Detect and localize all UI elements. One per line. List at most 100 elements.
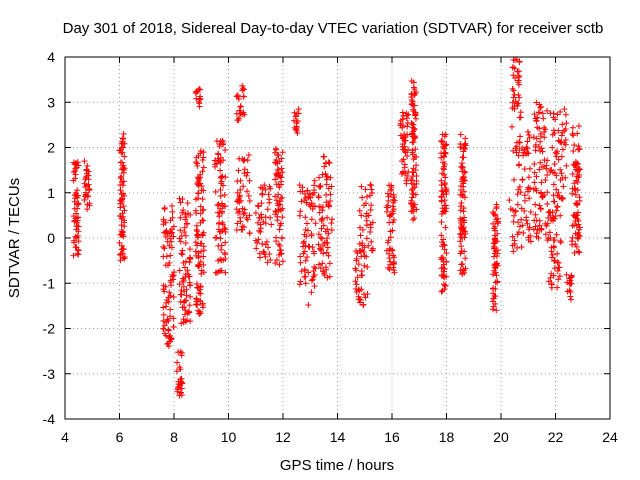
data-point xyxy=(544,220,551,227)
data-point xyxy=(518,244,525,251)
data-point xyxy=(160,304,167,311)
data-point xyxy=(359,194,366,201)
data-point xyxy=(515,100,522,107)
data-point xyxy=(319,215,326,222)
data-point xyxy=(299,184,306,191)
data-point xyxy=(160,282,167,289)
data-point xyxy=(516,223,523,230)
data-point xyxy=(83,182,90,189)
data-point xyxy=(200,253,207,260)
point-cluster xyxy=(530,99,551,241)
data-point xyxy=(534,114,541,121)
data-point xyxy=(244,216,251,223)
data-point xyxy=(119,228,126,235)
data-point xyxy=(117,187,124,194)
data-point xyxy=(234,93,241,100)
data-point xyxy=(174,388,181,395)
chart-title: Day 301 of 2018, Sidereal Day-to-day VTE… xyxy=(63,20,604,37)
y-tick-labels: -4 -3 -2 -1 0 1 2 3 4 xyxy=(43,49,56,427)
data-point xyxy=(390,258,397,265)
point-cluster xyxy=(296,177,319,308)
data-point xyxy=(235,167,242,174)
data-point xyxy=(356,207,363,214)
data-point xyxy=(304,254,311,261)
data-point xyxy=(193,222,200,229)
data-point xyxy=(117,212,124,219)
data-point xyxy=(568,274,575,281)
data-point xyxy=(70,237,77,244)
data-point xyxy=(305,194,312,201)
data-point xyxy=(161,288,168,295)
data-point xyxy=(390,196,397,203)
data-point xyxy=(235,196,242,203)
data-point xyxy=(195,98,202,105)
data-point xyxy=(297,259,304,266)
x-axis-label: GPS time / hours xyxy=(280,457,394,474)
data-point xyxy=(245,152,252,159)
data-point xyxy=(568,280,575,287)
data-point xyxy=(442,174,449,181)
data-point xyxy=(276,226,283,233)
data-point xyxy=(301,267,308,274)
data-point xyxy=(279,258,286,265)
data-point xyxy=(490,271,497,278)
data-point xyxy=(438,219,445,226)
data-point xyxy=(439,272,446,279)
data-point xyxy=(385,193,392,200)
data-point xyxy=(215,268,222,275)
data-point xyxy=(198,240,205,247)
data-point xyxy=(276,261,283,268)
data-point xyxy=(557,212,564,219)
data-point xyxy=(278,234,285,241)
data-point xyxy=(279,169,286,176)
data-point xyxy=(510,94,517,101)
data-point xyxy=(193,154,200,161)
data-point xyxy=(302,257,309,264)
data-point xyxy=(352,278,359,285)
data-point xyxy=(517,109,524,116)
data-point xyxy=(575,248,582,255)
data-point xyxy=(273,156,280,163)
data-point xyxy=(459,192,466,199)
data-point xyxy=(363,193,370,200)
data-point xyxy=(567,296,574,303)
data-point xyxy=(411,125,418,132)
data-point xyxy=(576,249,583,256)
data-point xyxy=(443,188,450,195)
data-point xyxy=(532,147,539,154)
data-point xyxy=(535,109,542,116)
data-point xyxy=(357,232,364,239)
data-point xyxy=(167,338,174,345)
data-point xyxy=(460,228,467,235)
data-point xyxy=(369,247,376,254)
data-point xyxy=(441,265,448,272)
data-point xyxy=(217,256,224,263)
data-point xyxy=(301,248,308,255)
data-point xyxy=(358,183,365,190)
data-point xyxy=(317,246,324,253)
data-point xyxy=(310,273,317,280)
data-point xyxy=(525,150,532,157)
point-cluster xyxy=(233,152,253,237)
data-point xyxy=(353,257,360,264)
data-point xyxy=(402,149,409,156)
data-point xyxy=(162,303,169,310)
data-point xyxy=(214,150,221,157)
point-cluster xyxy=(457,131,469,278)
data-point xyxy=(180,207,187,214)
data-point xyxy=(526,195,533,202)
data-point xyxy=(457,203,464,210)
data-point xyxy=(566,275,573,282)
data-point xyxy=(195,190,202,197)
data-point xyxy=(575,217,582,224)
data-point xyxy=(362,294,369,301)
data-point xyxy=(531,169,538,176)
data-point xyxy=(516,59,523,66)
data-point xyxy=(554,284,561,291)
data-point xyxy=(553,172,560,179)
data-point xyxy=(515,162,522,169)
data-point xyxy=(167,252,174,259)
x-tick-label: 8 xyxy=(170,429,178,445)
data-point xyxy=(238,226,245,233)
data-point xyxy=(120,130,127,137)
